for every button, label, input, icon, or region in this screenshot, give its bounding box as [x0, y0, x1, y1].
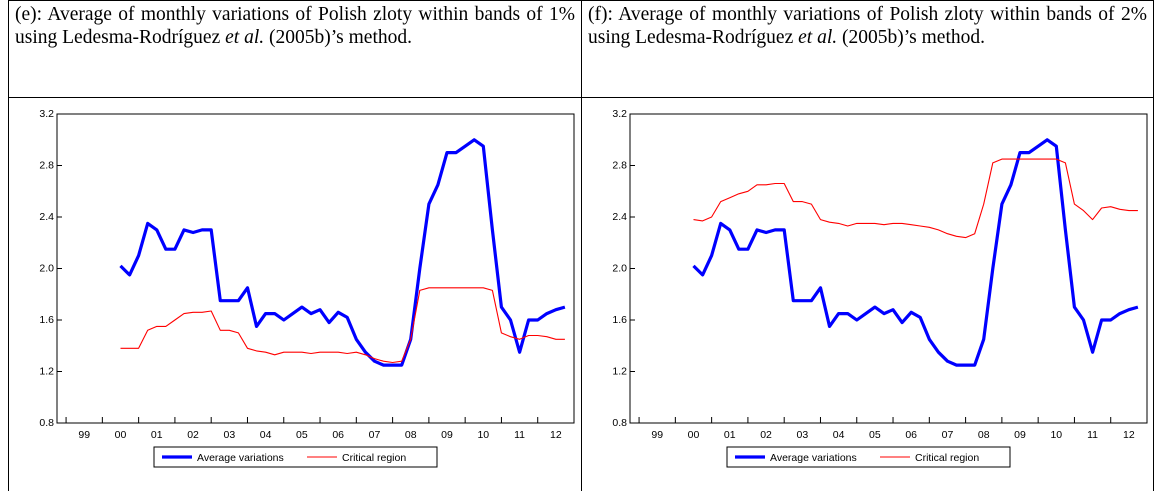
legend-label: Critical region	[915, 452, 979, 464]
caption-part: (2005b)’s method.	[264, 27, 412, 48]
data-line	[692, 138, 1139, 367]
x-tick-label: 09	[1014, 429, 1026, 441]
legend-label: Critical region	[342, 452, 406, 464]
x-tick-label: 04	[260, 429, 272, 441]
panel: (f): Average of monthly variations of Po…	[581, 0, 1154, 491]
data-line	[693, 158, 1138, 239]
y-tick-label: 2.4	[612, 211, 627, 223]
y-tick-label: 2.0	[39, 262, 54, 274]
x-tick-label: 10	[477, 429, 489, 441]
x-tick-label: 99	[651, 429, 663, 441]
y-tick-label: 1.6	[39, 314, 54, 326]
chart: 0.8 1.2 1.6 2.0 2.4 2.8 3.2 99 00 01 02 03 04 05 06 07 0…	[39, 108, 575, 468]
x-tick-label: 08	[405, 429, 417, 441]
y-tick-label: 2.0	[612, 262, 627, 274]
y-tick-label: 1.6	[612, 314, 627, 326]
legend-label: Average variations	[197, 452, 284, 464]
y-tick-label: 2.8	[612, 159, 627, 171]
x-tick-label: 11	[1087, 429, 1098, 441]
x-tick-label: 04	[833, 429, 845, 441]
caption-part: et al.	[798, 27, 838, 48]
caption-part: (e): Average of monthly variations of Po…	[15, 4, 575, 48]
x-tick-label: 07	[369, 429, 381, 441]
chart: 0.8 1.2 1.6 2.0 2.4 2.8 3.2 99 00 01 02 03 04 05 06 07 0…	[612, 108, 1148, 468]
x-tick-label: 10	[1050, 429, 1062, 441]
x-tick-label: 09	[441, 429, 453, 441]
x-tick-label: 99	[78, 429, 90, 441]
y-tick-label: 3.2	[612, 108, 627, 120]
caption: (e): Average of monthly variations of Po…	[9, 1, 581, 98]
y-tick-label: 1.2	[612, 365, 627, 377]
legend-box	[726, 446, 1011, 468]
x-tick-label: 01	[724, 429, 736, 441]
x-tick-label: 05	[296, 429, 308, 441]
x-tick-label: 06	[905, 429, 917, 441]
x-tick-label: 08	[978, 429, 990, 441]
y-tick-label: 3.2	[39, 108, 54, 120]
caption-part: et al.	[225, 27, 265, 48]
y-tick-label: 0.8	[612, 417, 627, 429]
legend-box	[153, 446, 438, 468]
caption: (f): Average of monthly variations of Po…	[582, 1, 1153, 98]
data-line	[119, 138, 566, 367]
x-tick-label: 12	[1123, 429, 1135, 441]
caption-part: (2005b)’s method.	[837, 27, 985, 48]
y-tick-label: 2.8	[39, 159, 54, 171]
x-tick-label: 05	[869, 429, 881, 441]
x-tick-label: 03	[796, 429, 808, 441]
x-tick-label: 07	[942, 429, 954, 441]
panel: (e): Average of monthly variations of Po…	[8, 0, 581, 491]
x-tick-label: 11	[514, 429, 525, 441]
y-tick-label: 1.2	[39, 365, 54, 377]
x-tick-label: 03	[223, 429, 235, 441]
y-tick-label: 2.4	[39, 211, 54, 223]
x-tick-label: 01	[151, 429, 163, 441]
x-tick-label: 06	[332, 429, 344, 441]
x-tick-label: 00	[688, 429, 700, 441]
x-tick-label: 12	[550, 429, 562, 441]
data-line	[120, 287, 565, 364]
legend-label: Average variations	[770, 452, 857, 464]
y-tick-label: 0.8	[39, 417, 54, 429]
x-tick-label: 00	[115, 429, 127, 441]
x-tick-label: 02	[760, 429, 772, 441]
caption-part: (f): Average of monthly variations of Po…	[588, 4, 1147, 48]
x-tick-label: 02	[187, 429, 199, 441]
